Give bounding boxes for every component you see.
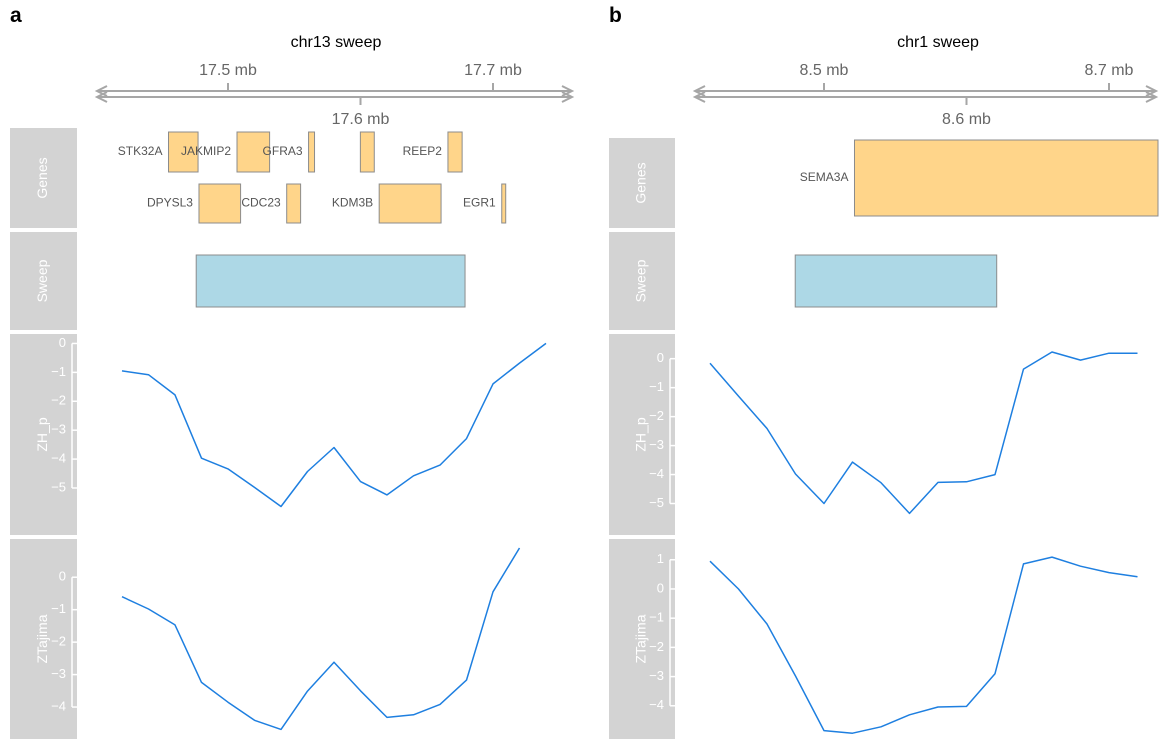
zhp-track-label: ZH_p <box>633 417 649 451</box>
y-tick-label: −5 <box>51 479 66 494</box>
axis-tick-label: 8.6 mb <box>942 111 991 128</box>
y-tick-label: −5 <box>649 495 664 510</box>
genome-axis <box>94 83 575 105</box>
y-tick-label: −4 <box>649 466 664 481</box>
genome-axis <box>692 83 1159 105</box>
sweep-track-label: Sweep <box>34 259 50 302</box>
ztajima-track-label: ZTajima <box>34 614 50 663</box>
axis-tick-label: 17.5 mb <box>199 62 257 79</box>
genes-track-strip <box>609 138 675 228</box>
ztajima-series-line <box>709 556 1138 734</box>
axis-tick-label: 17.6 mb <box>332 111 390 128</box>
panel-a: a chr13 sweep 17.5 mb 17.7 mb 17.6 mb Genes Sw… <box>10 4 575 739</box>
sweep-region <box>794 254 998 308</box>
y-tick-label: −3 <box>649 437 664 452</box>
gene-box <box>286 183 302 224</box>
gene-label: SEMA3A <box>800 170 849 184</box>
zhp-track-strip <box>609 334 675 535</box>
axis-arrow-right <box>1145 91 1159 103</box>
gene-box <box>378 183 442 224</box>
gene-box <box>198 183 242 224</box>
panel-b: b chr1 sweep 8.5 mb 8.7 mb 8.6 mb Genes Sweep Z… <box>609 4 1159 739</box>
y-tick-label: 0 <box>59 569 66 584</box>
chart-title: chr1 sweep <box>897 34 979 51</box>
gene-label: CDC23 <box>241 196 281 210</box>
gene-box <box>853 139 1159 217</box>
y-tick-label: 1 <box>657 551 664 566</box>
y-tick-label: −4 <box>51 698 66 713</box>
zhp-track-label: ZH_p <box>34 417 50 451</box>
ztajima-track-strip <box>609 539 675 739</box>
axis-tick-label: 8.7 mb <box>1085 62 1134 79</box>
y-tick-label: −2 <box>649 639 664 654</box>
panel-letter: b <box>609 4 622 27</box>
y-tick-label: 0 <box>657 580 664 595</box>
chart-title: chr13 sweep <box>291 34 382 51</box>
gene-box <box>501 183 507 224</box>
genes-track-label: Genes <box>633 162 649 203</box>
gene-box <box>359 131 375 173</box>
gene-box <box>447 131 463 173</box>
y-tick-label: −1 <box>649 379 664 394</box>
zh-p-y-axis: 0 −1 −2 −3 −4 −5 <box>51 335 77 494</box>
zhp-track-strip <box>10 334 77 535</box>
y-tick-label: −4 <box>649 697 664 712</box>
y-tick-label: −1 <box>51 364 66 379</box>
sweep-track-strip <box>10 232 77 330</box>
axis-arrow-right <box>561 91 575 103</box>
y-tick-label: −1 <box>649 610 664 625</box>
y-tick-label: −2 <box>51 393 66 408</box>
ztajima-track-strip <box>10 539 77 739</box>
gene-label: REEP2 <box>403 144 443 158</box>
gene-label: EGR1 <box>463 196 496 210</box>
gene-box <box>308 131 316 173</box>
y-tick-label: −2 <box>649 408 664 423</box>
y-tick-label: 0 <box>657 350 664 365</box>
ztajima-y-axis: 0 −1 −2 −3 −4 <box>51 569 77 713</box>
y-tick-label: −4 <box>51 451 66 466</box>
axis-tick-label: 17.7 mb <box>464 62 522 79</box>
ztajima-series-line <box>121 547 521 731</box>
sweep-track-strip <box>609 232 675 330</box>
y-tick-label: −2 <box>51 634 66 649</box>
y-tick-label: −3 <box>51 422 66 437</box>
ztajima-y-axis: 1 0 −1 −2 −3 −4 <box>649 551 675 712</box>
gene-box <box>236 131 271 173</box>
panel-letter: a <box>10 4 22 27</box>
gene-box <box>168 131 199 173</box>
y-tick-label: −3 <box>649 668 664 683</box>
zh-p-series-line <box>121 342 547 508</box>
gene-label: KDM3B <box>332 196 373 210</box>
gene-label: DPYSL3 <box>147 196 193 210</box>
axis-tick-label: 8.5 mb <box>800 62 849 79</box>
gene-label: JAKMIP2 <box>181 144 231 158</box>
axis-arrow-left <box>94 91 108 103</box>
zh-p-series-line <box>709 351 1138 515</box>
sweep-region <box>195 254 466 308</box>
sweep-track-label: Sweep <box>633 259 649 302</box>
y-tick-label: −1 <box>51 601 66 616</box>
y-tick-label: 0 <box>59 335 66 350</box>
gene-label: GFRA3 <box>263 144 303 158</box>
genes-track-strip <box>10 128 77 228</box>
axis-arrow-left <box>692 91 706 103</box>
ztajima-track-label: ZTajima <box>633 614 649 663</box>
zh-p-y-axis: 0 −1 −2 −3 −4 −5 <box>649 350 675 510</box>
gene-label: STK32A <box>118 144 163 158</box>
genes-track-label: Genes <box>34 157 50 198</box>
y-tick-label: −3 <box>51 666 66 681</box>
